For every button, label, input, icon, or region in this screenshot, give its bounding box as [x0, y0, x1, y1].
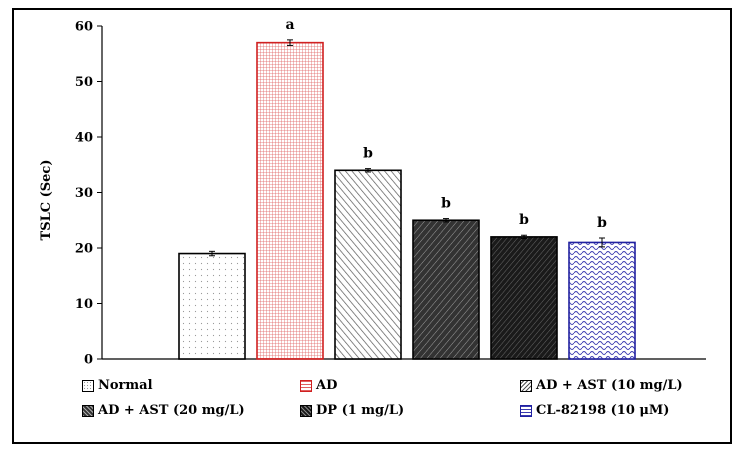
bar-ad — [256, 41, 324, 360]
legend-item: AD + AST (10 mg/L) — [520, 378, 683, 393]
error-bar — [521, 234, 527, 240]
legend-label: CL-82198 (10 μM) — [536, 403, 670, 418]
legend-item: Normal — [82, 378, 153, 393]
significance-label: b — [597, 215, 607, 231]
bar-ad-ast-20-mg-l- — [412, 219, 480, 360]
legend-item: AD + AST (20 mg/L) — [82, 403, 245, 418]
error-bar — [287, 39, 293, 46]
error-bar — [599, 237, 605, 248]
legend-label: DP (1 mg/L) — [316, 403, 405, 418]
chart-frame: 0 10 20 30 40 50 60 a b b b b TSLC (Sec) Normal AD A… — [12, 8, 732, 444]
significance-label: b — [441, 196, 451, 212]
bars: a b b b b — [178, 17, 636, 360]
y-tick-label: 60 — [75, 20, 93, 35]
bar-dp-1-mg-l- — [490, 236, 558, 360]
significance-label: a — [285, 17, 294, 33]
legend-label: AD + AST (10 mg/L) — [536, 378, 683, 393]
legend-label: Normal — [98, 378, 153, 393]
legend-item: DP (1 mg/L) — [300, 403, 404, 418]
error-bar — [365, 168, 371, 173]
y-tick-label: 50 — [75, 75, 93, 90]
error-bar — [209, 250, 215, 257]
significance-label: b — [519, 212, 529, 228]
legend-swatch — [300, 404, 312, 417]
bar-cl-82198-10-m- — [568, 241, 636, 360]
bar-normal — [178, 252, 246, 360]
y-axis-label: TSLC (Sec) — [39, 160, 54, 241]
y-tick-label: 40 — [75, 131, 93, 146]
legend-item: AD — [300, 378, 337, 393]
legend-swatch — [82, 404, 94, 417]
y-tick-label: 10 — [75, 297, 93, 312]
bar-ad-ast-10-mg-l- — [334, 169, 402, 360]
legend-swatch — [520, 404, 532, 417]
significance-label: b — [363, 146, 373, 162]
y-tick-label: 30 — [75, 186, 93, 201]
y-tick-label: 20 — [75, 242, 93, 257]
legend-label: AD + AST (20 mg/L) — [98, 403, 245, 418]
error-bar — [443, 218, 449, 223]
legend-swatch — [300, 379, 312, 392]
bar-chart: 0 10 20 30 40 50 60 a b b b b TSLC (Sec) — [39, 17, 706, 368]
y-tick-label: 0 — [84, 353, 93, 368]
legend-item: CL-82198 (10 μM) — [520, 403, 669, 418]
legend-swatch — [82, 379, 94, 392]
legend-label: AD — [316, 378, 338, 393]
legend-swatch — [520, 379, 532, 392]
